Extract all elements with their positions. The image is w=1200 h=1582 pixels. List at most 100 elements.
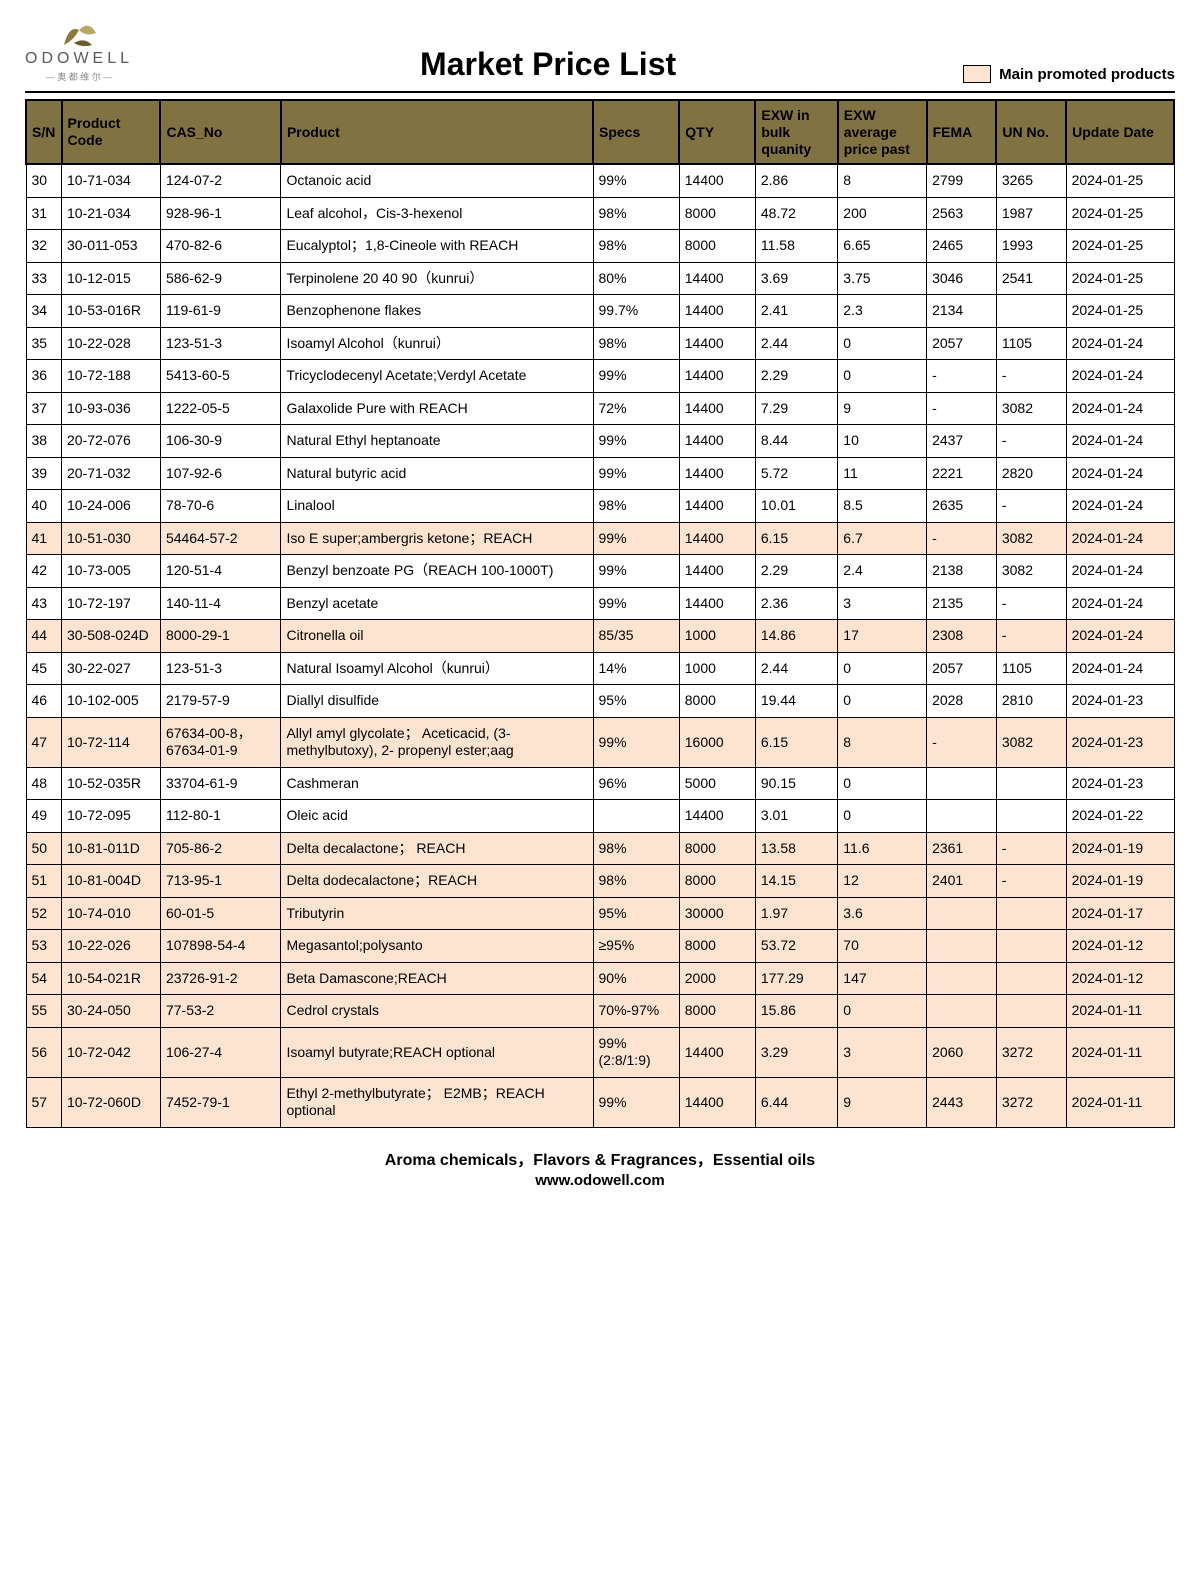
cell-exw1: 13.58 <box>755 832 837 865</box>
cell-cas: 705-86-2 <box>160 832 281 865</box>
cell-cas: 67634-00-8，67634-01-9 <box>160 717 281 767</box>
table-row: 4710-72-11467634-00-8，67634-01-9Allyl am… <box>26 717 1174 767</box>
cell-fema <box>927 962 997 995</box>
col-header: Update Date <box>1066 100 1174 164</box>
cell-product: Octanoic acid <box>281 164 593 197</box>
cell-qty: 14400 <box>679 555 755 588</box>
cell-exw1: 10.01 <box>755 490 837 523</box>
cell-product: Natural Ethyl heptanoate <box>281 425 593 458</box>
cell-un <box>996 767 1066 800</box>
cell-product: Iso E super;ambergris ketone；REACH <box>281 522 593 555</box>
cell-specs: 70%-97% <box>593 995 679 1028</box>
logo: ODOWELL — 奥 都 维 尔 — <box>25 15 133 83</box>
cell-date: 2024-01-22 <box>1066 800 1174 833</box>
cell-product: Ethyl 2-methylbutyrate； E2MB；REACH optio… <box>281 1077 593 1127</box>
cell-cas: 5413-60-5 <box>160 360 281 393</box>
table-row: 3410-53-016R119-61-9Benzophenone flakes9… <box>26 295 1174 328</box>
cell-specs: 99% <box>593 717 679 767</box>
cell-fema <box>927 767 997 800</box>
cell-date: 2024-01-11 <box>1066 995 1174 1028</box>
cell-un: - <box>996 360 1066 393</box>
cell-product: Benzophenone flakes <box>281 295 593 328</box>
cell-fema: 2443 <box>927 1077 997 1127</box>
cell-specs: 99% <box>593 555 679 588</box>
cell-specs: 98% <box>593 230 679 263</box>
table-row: 4110-51-03054464-57-2Iso E super;ambergr… <box>26 522 1174 555</box>
cell-sn: 49 <box>26 800 62 833</box>
cell-qty: 8000 <box>679 832 755 865</box>
cell-date: 2024-01-11 <box>1066 1027 1174 1077</box>
cell-specs: 99% <box>593 360 679 393</box>
cell-sn: 47 <box>26 717 62 767</box>
cell-cas: 928-96-1 <box>160 197 281 230</box>
cell-product: Beta Damascone;REACH <box>281 962 593 995</box>
cell-code: 30-22-027 <box>62 652 161 685</box>
cell-un: - <box>996 865 1066 898</box>
cell-un: 3272 <box>996 1077 1066 1127</box>
cell-cas: 60-01-5 <box>160 897 281 930</box>
cell-exw1: 2.29 <box>755 555 837 588</box>
brand-name: ODOWELL <box>25 50 133 68</box>
cell-product: Allyl amyl glycolate； Aceticacid, (3-met… <box>281 717 593 767</box>
col-header: S/N <box>26 100 62 164</box>
cell-cas: 8000-29-1 <box>160 620 281 653</box>
cell-code: 10-72-042 <box>62 1027 161 1077</box>
cell-date: 2024-01-23 <box>1066 767 1174 800</box>
cell-exw1: 1.97 <box>755 897 837 930</box>
cell-sn: 39 <box>26 457 62 490</box>
cell-specs: 99% <box>593 457 679 490</box>
cell-sn: 37 <box>26 392 62 425</box>
cell-exw1: 53.72 <box>755 930 837 963</box>
cell-sn: 53 <box>26 930 62 963</box>
cell-cas: 123-51-3 <box>160 652 281 685</box>
col-header: FEMA <box>927 100 997 164</box>
col-header: EXW in bulk quanity <box>755 100 837 164</box>
cell-exw2: 0 <box>838 652 927 685</box>
cell-exw2: 9 <box>838 392 927 425</box>
cell-code: 10-74-010 <box>62 897 161 930</box>
cell-exw2: 0 <box>838 767 927 800</box>
cell-sn: 30 <box>26 164 62 197</box>
cell-date: 2024-01-23 <box>1066 685 1174 718</box>
cell-code: 30-508-024D <box>62 620 161 653</box>
cell-qty: 8000 <box>679 685 755 718</box>
cell-code: 10-81-011D <box>62 832 161 865</box>
cell-code: 10-53-016R <box>62 295 161 328</box>
cell-specs: 99% <box>593 1077 679 1127</box>
cell-code: 10-51-030 <box>62 522 161 555</box>
cell-qty: 14400 <box>679 522 755 555</box>
cell-specs: 99% <box>593 425 679 458</box>
page-title: Market Price List <box>133 46 963 83</box>
cell-date: 2024-01-24 <box>1066 360 1174 393</box>
cell-product: Megasantol;polysanto <box>281 930 593 963</box>
cell-qty: 14400 <box>679 800 755 833</box>
cell-cas: 78-70-6 <box>160 490 281 523</box>
cell-product: Isoamyl Alcohol（kunrui） <box>281 327 593 360</box>
cell-cas: 124-07-2 <box>160 164 281 197</box>
table-row: 5310-22-026107898-54-4Megasantol;polysan… <box>26 930 1174 963</box>
divider <box>25 91 1175 93</box>
cell-specs: 85/35 <box>593 620 679 653</box>
cell-product: Natural Isoamyl Alcohol（kunrui） <box>281 652 593 685</box>
table-row: 3820-72-076106-30-9Natural Ethyl heptano… <box>26 425 1174 458</box>
cell-code: 10-22-026 <box>62 930 161 963</box>
cell-date: 2024-01-24 <box>1066 522 1174 555</box>
cell-exw1: 90.15 <box>755 767 837 800</box>
cell-qty: 14400 <box>679 392 755 425</box>
cell-qty: 14400 <box>679 164 755 197</box>
cell-product: Terpinolene 20 40 90（kunrui） <box>281 262 593 295</box>
col-header: Specs <box>593 100 679 164</box>
cell-fema: 2135 <box>927 587 997 620</box>
cell-specs: 98% <box>593 865 679 898</box>
cell-fema: 2138 <box>927 555 997 588</box>
cell-exw2: 3 <box>838 1027 927 1077</box>
cell-qty: 2000 <box>679 962 755 995</box>
cell-un: 1987 <box>996 197 1066 230</box>
cell-specs <box>593 800 679 833</box>
cell-date: 2024-01-25 <box>1066 295 1174 328</box>
table-row: 5710-72-060D7452-79-1Ethyl 2-methylbutyr… <box>26 1077 1174 1127</box>
cell-un <box>996 295 1066 328</box>
cell-product: Linalool <box>281 490 593 523</box>
col-header: Product Code <box>62 100 161 164</box>
cell-cas: 54464-57-2 <box>160 522 281 555</box>
